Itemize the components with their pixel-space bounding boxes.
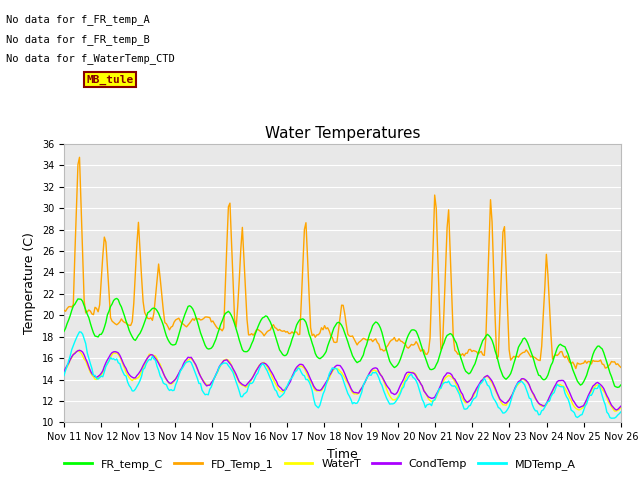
Text: MB_tule: MB_tule: [86, 74, 134, 84]
Text: No data for f_WaterTemp_CTD: No data for f_WaterTemp_CTD: [6, 53, 175, 64]
Y-axis label: Temperature (C): Temperature (C): [23, 232, 36, 334]
Text: No data for f_FR_temp_A: No data for f_FR_temp_A: [6, 14, 150, 25]
Title: Water Temperatures: Water Temperatures: [265, 126, 420, 142]
X-axis label: Time: Time: [327, 448, 358, 461]
Text: No data for f_FR_temp_B: No data for f_FR_temp_B: [6, 34, 150, 45]
Legend: FR_temp_C, FD_Temp_1, WaterT, CondTemp, MDTemp_A: FR_temp_C, FD_Temp_1, WaterT, CondTemp, …: [60, 455, 580, 474]
